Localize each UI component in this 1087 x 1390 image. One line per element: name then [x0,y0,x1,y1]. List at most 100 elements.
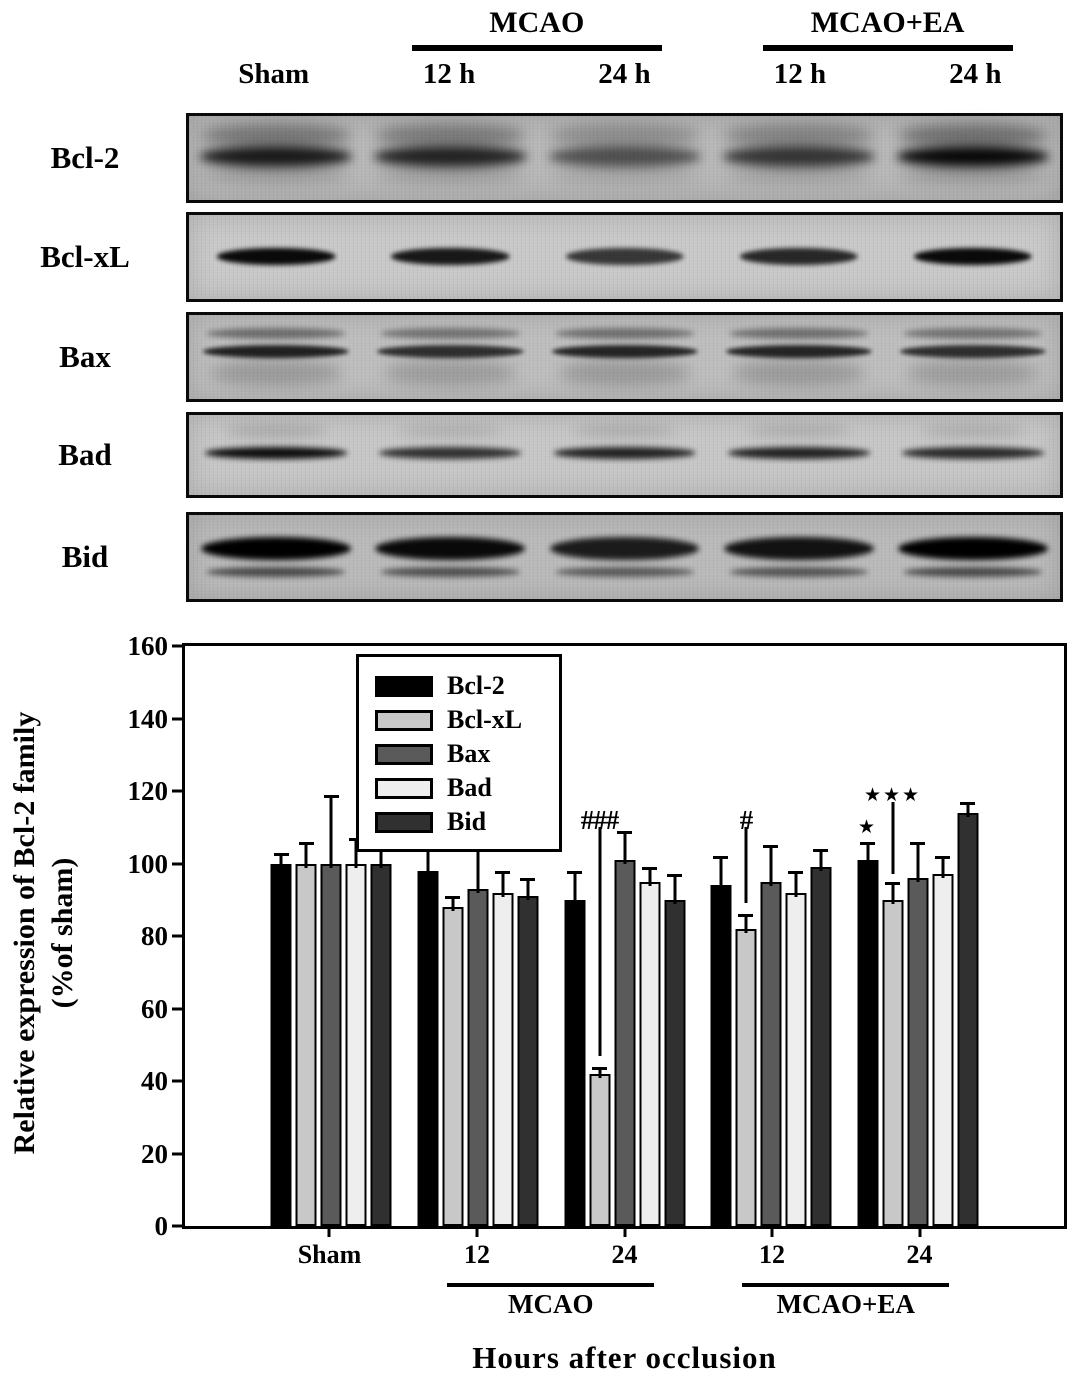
legend-item-bad: Bad [375,775,547,801]
bar-slot [907,646,928,1226]
error-bar [885,881,900,904]
error-bar [273,852,289,868]
bar-slot [614,646,635,1226]
error-bar-stem [719,856,723,890]
protein-band [554,328,695,340]
protein-band [553,447,696,459]
blot-panel-bax [186,312,1063,402]
x-tick-label-24-2: 24 [611,1240,638,1269]
error-bar [813,849,829,872]
x-tick [475,1226,479,1237]
protein-band [378,447,522,459]
protein-band [377,345,524,359]
y-axis-tick [172,789,183,793]
legend-swatch [375,675,433,697]
error-bar [617,830,632,864]
error-bar [567,870,582,904]
legend-label: Bax [447,739,491,768]
significance-line [891,801,894,875]
legend-swatch [375,811,433,833]
x-axis: Sham 12 24 12 24 MCAO MCAO+EA [182,1226,1067,1386]
bar-bax-sham [320,863,342,1226]
legend-label: Bcl-xL [447,705,523,734]
bar-slot [957,646,978,1226]
blot-lane [363,415,537,495]
blot-lane [363,116,537,200]
bar-bad-24 [639,881,660,1226]
protein-band [549,536,700,560]
x-group-label-mcao-ea: MCAO+EA [776,1289,915,1319]
protein-band [723,536,874,560]
bar-bad-sham [345,863,367,1226]
bar-cluster-12-1 [417,646,539,1226]
bar-bid-24 [664,899,685,1226]
blot-lane [886,515,1060,599]
protein-band [906,360,1040,387]
lane-label: 12 h [422,58,476,90]
bar-bid-12 [810,867,832,1226]
y-axis-tick [172,644,183,648]
error-bar-stem [573,870,576,904]
protein-band [558,360,691,387]
blot-row-label-bcl-2: Bcl-2 [50,140,120,175]
blot-panel-bid [186,512,1063,602]
bar-slot [785,646,807,1226]
lane-label: 24 h [598,58,651,90]
error-bar-stem [966,801,969,817]
protein-band [896,146,1050,168]
protein-band [725,345,872,359]
error-bar-stem [648,867,651,886]
blot-row-label-bid: Bid [61,539,109,574]
protein-band [898,124,1048,149]
bar-slot [492,646,514,1226]
bar-bcl-2-12 [417,870,439,1226]
blot-lane [363,315,537,399]
blot-lane [537,515,711,599]
error-bar-stem [598,1066,601,1078]
blot-lane [712,315,886,399]
blot-lane [537,116,711,200]
bar-slot [320,646,342,1226]
protein-band [748,425,850,438]
error-bar-stem [304,841,308,868]
legend-item-bax: Bax [375,741,547,767]
protein-band [202,166,350,182]
protein-band [204,447,348,459]
protein-band [725,166,872,182]
error-bar-stem [866,841,869,864]
error-bar [935,856,950,879]
protein-band [913,247,1033,265]
blot-lane [712,116,886,200]
significance-line [744,827,748,904]
protein-band [899,345,1047,359]
blot-row-label-bax: Bax [59,339,111,374]
legend-swatch [375,743,433,765]
bar-bcl-xl-24 [589,1073,610,1226]
protein-band [723,124,874,149]
legend-item-bid: Bid [375,809,547,835]
protein-band [225,425,327,438]
bar-bid-12 [517,896,539,1226]
protein-band [202,345,350,359]
protein-band [384,360,517,387]
protein-band [373,146,527,168]
lane-label: 12 h [773,58,827,90]
error-bar-stem [744,914,748,933]
blot-lane [886,315,1060,399]
error-bar [788,870,804,897]
x-tick [327,1226,331,1237]
error-bar-stem [794,870,798,897]
x-tick-label-12-3: 12 [758,1240,785,1269]
blot-row-labels: Bcl-2 Bcl-xL Bax Bad Bid [0,0,186,610]
bar-slot [295,646,317,1226]
group-label-mcao: MCAO [489,6,585,39]
y-axis-tick [172,862,183,865]
protein-band [399,425,501,438]
legend-swatch [375,709,433,731]
blot-row-label-bad: Bad [58,437,112,472]
bar-cluster-12-3 [710,646,832,1226]
bar-bax-24 [614,859,635,1226]
bar-slot [810,646,832,1226]
western-blot-section: MCAO MCAO+EA Sham 12 h 24 h 12 h 24 h [186,0,1063,610]
